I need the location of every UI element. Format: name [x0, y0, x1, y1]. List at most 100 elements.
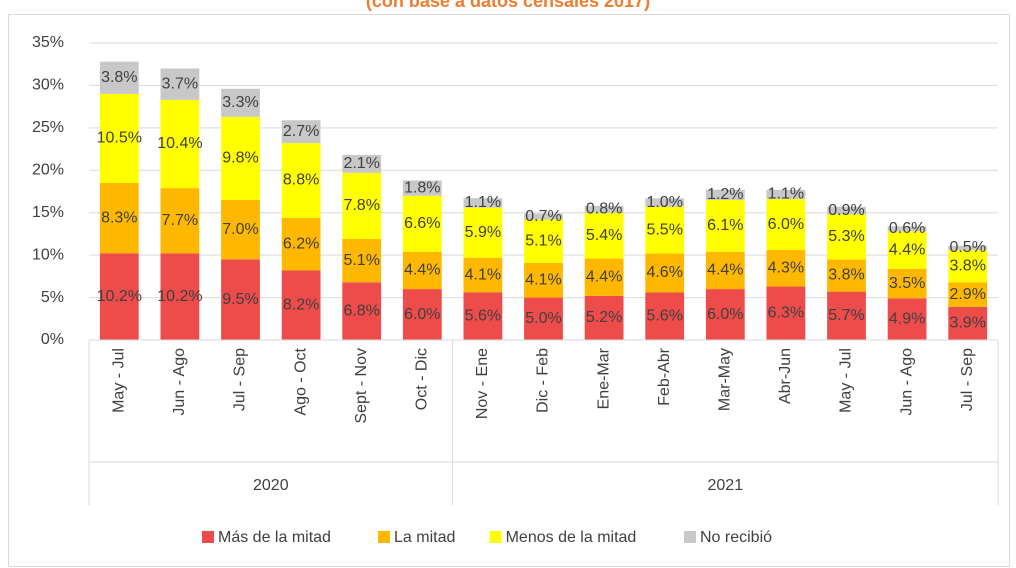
data-label: 1.1%: [465, 194, 501, 211]
data-label: 4.4%: [707, 262, 743, 279]
bar-segment: [948, 282, 988, 307]
bar-segment: [463, 207, 503, 258]
data-label: 0.8%: [586, 201, 622, 218]
bar-segment: [402, 180, 442, 196]
bar-segment: [524, 213, 563, 220]
bar-segment: [160, 99, 200, 189]
data-label: 6.0%: [404, 306, 440, 323]
bar-segment: [887, 226, 927, 232]
bar-segment: [221, 88, 260, 117]
x-tick-label: Oct - Dic: [414, 348, 431, 410]
data-label: 3.3%: [222, 94, 258, 111]
data-label: 6.8%: [343, 302, 379, 319]
data-label: 0.6%: [889, 220, 925, 237]
legend-label: La mitad: [394, 529, 455, 546]
data-label: 3.8%: [949, 257, 985, 274]
data-label: 6.3%: [768, 304, 804, 321]
data-label: 6.0%: [707, 306, 743, 323]
data-label: 4.1%: [465, 266, 501, 283]
data-label: 4.4%: [889, 241, 925, 258]
data-label: 1.1%: [768, 186, 804, 203]
data-label: 3.5%: [889, 275, 925, 292]
bar-segment: [584, 212, 624, 259]
bar-segment: [948, 306, 988, 340]
data-label: 0.5%: [949, 239, 985, 256]
data-label: 5.2%: [586, 309, 622, 326]
bar-segment: [281, 120, 321, 144]
bar-segment: [524, 219, 563, 263]
x-tick-label: Jun - Ago: [171, 348, 188, 416]
y-tick-label: 5%: [41, 289, 64, 306]
bar-segment: [463, 257, 503, 293]
x-tick-label: Ene-Mar: [595, 347, 612, 409]
bar-segment: [524, 262, 563, 298]
bar-segment: [827, 291, 866, 340]
legend-swatch: [684, 531, 696, 543]
data-label: 1.2%: [707, 186, 743, 203]
bar-segment: [402, 289, 442, 340]
data-label: 5.6%: [465, 307, 501, 324]
data-label: 5.9%: [465, 224, 501, 241]
data-label: 0.7%: [525, 208, 561, 225]
data-label: 2.9%: [949, 286, 985, 303]
data-label: 6.0%: [768, 216, 804, 233]
bar-segment: [281, 143, 321, 218]
data-label: 6.2%: [283, 235, 319, 252]
bar-segment: [645, 198, 685, 207]
bar-segment: [948, 245, 988, 251]
x-tick-label: May - Jul: [111, 348, 128, 413]
data-label: 4.6%: [646, 264, 682, 281]
legend-label: No recibió: [700, 529, 772, 546]
data-label: 2.7%: [283, 123, 319, 140]
bar-segment: [160, 253, 200, 340]
y-tick-label: 30%: [32, 77, 64, 94]
bar-segment: [160, 68, 200, 100]
bar-segment: [281, 217, 321, 271]
data-label: 8.8%: [283, 172, 319, 189]
y-tick-label: 10%: [32, 246, 64, 263]
chart-border: [8, 14, 1010, 567]
data-label: 3.8%: [828, 267, 864, 284]
bar-segment: [584, 205, 624, 213]
x-tick-label: Ago - Oct: [292, 347, 309, 415]
data-label: 0.9%: [828, 202, 864, 219]
bar-segment: [827, 214, 866, 260]
bar-segment: [887, 298, 927, 340]
legend-label: Menos de la mitad: [506, 529, 637, 546]
bar-segment: [948, 250, 988, 283]
bar-segment: [342, 239, 382, 283]
bar-segment: [705, 289, 745, 340]
bar-segment: [645, 292, 685, 340]
data-label: 4.9%: [889, 310, 925, 327]
bar-segment: [342, 155, 382, 173]
bar-segment: [705, 189, 745, 200]
data-label: 9.8%: [222, 150, 258, 167]
data-label: 7.7%: [162, 212, 198, 229]
x-tick-label: Feb-Abr: [656, 347, 673, 405]
y-tick-label: 35%: [32, 34, 64, 51]
data-label: 6.6%: [404, 215, 440, 232]
data-label: 3.9%: [949, 315, 985, 332]
bar-segment: [221, 116, 260, 200]
bar-segment: [402, 195, 442, 252]
bar-segment: [705, 251, 745, 290]
bar-segment: [281, 270, 321, 340]
x-tick-label: Jul - Sep: [232, 348, 249, 411]
data-label: 1.8%: [404, 179, 440, 196]
x-tick-label: Nov - Ene: [474, 348, 491, 419]
bar-segment: [584, 295, 624, 340]
bar-segment: [766, 189, 806, 200]
y-tick-label: 0%: [41, 331, 64, 348]
y-tick-label: 25%: [32, 119, 64, 136]
data-label: 9.5%: [222, 291, 258, 308]
bar-segment: [402, 251, 442, 290]
data-label: 8.2%: [283, 296, 319, 313]
data-label: 1.0%: [646, 194, 682, 211]
data-label: 10.5%: [97, 130, 142, 147]
data-label: 5.4%: [586, 227, 622, 244]
bar-segment: [705, 199, 745, 252]
chart-title: (con base a datos censales 2017): [366, 0, 650, 11]
data-label: 5.7%: [828, 307, 864, 324]
